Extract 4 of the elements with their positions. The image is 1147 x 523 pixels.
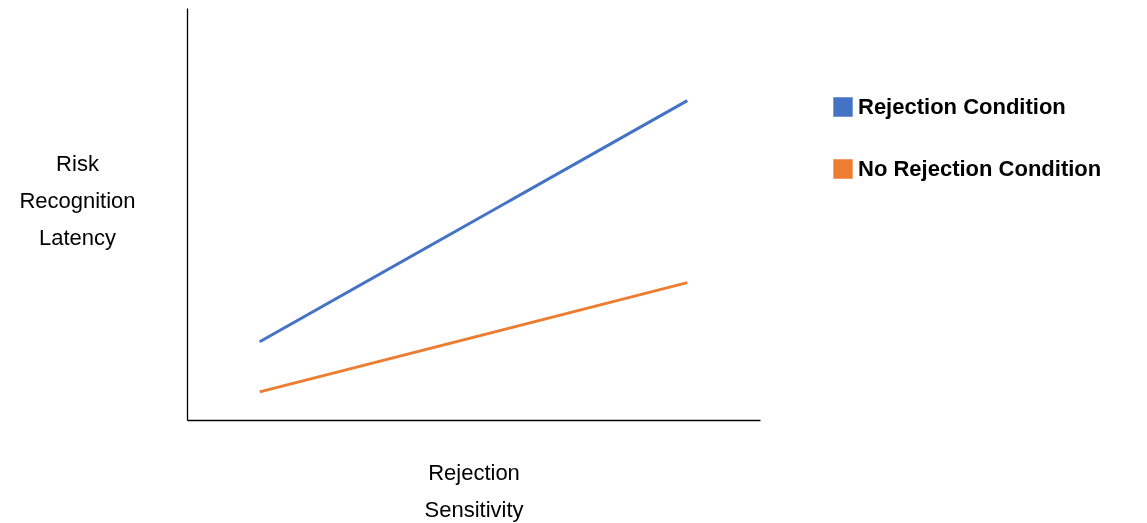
legend-label: No Rejection Condition (858, 156, 1102, 181)
legend-label: Rejection Condition (858, 94, 1066, 119)
y-axis-title: Risk Recognition Latency (19, 150, 136, 250)
x-axis-title: Rejection Sensitivity (424, 459, 524, 522)
